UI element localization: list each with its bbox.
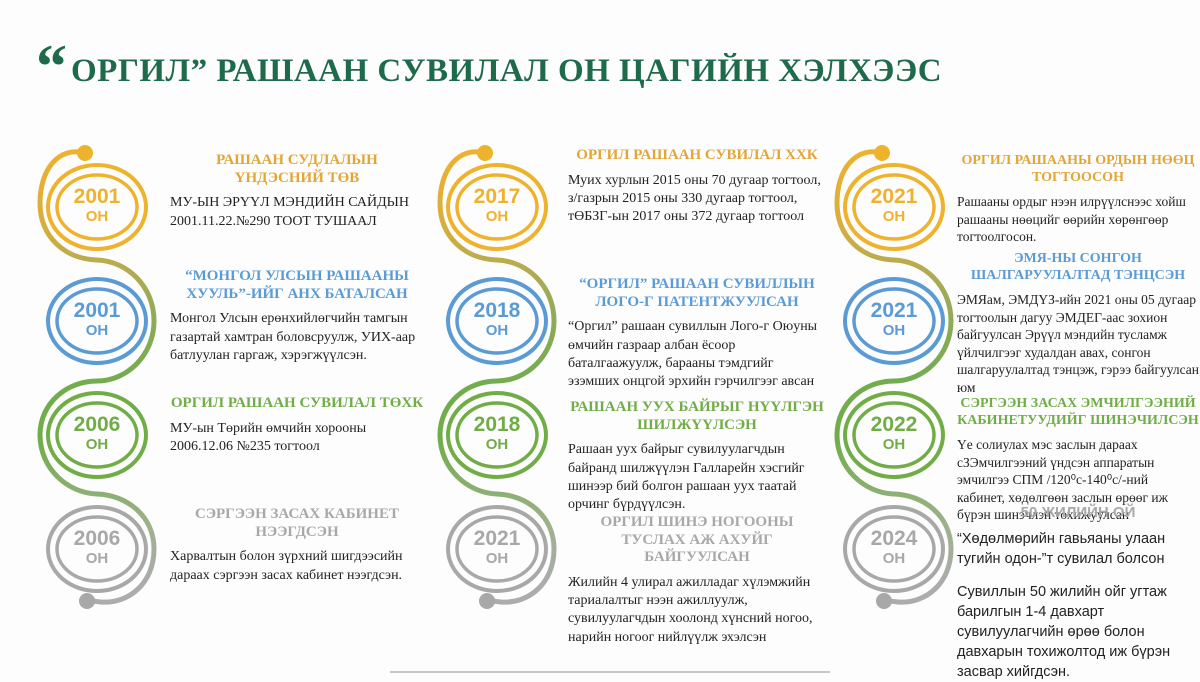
- timeline-entry: СЭРГЭЭН ЗАСАХ КАБИНЕТ НЭЭГДСЭН Харвалтын…: [170, 506, 424, 585]
- timeline-entry: “ОРГИЛ” РАШААН СУВИЛЛЫН ЛОГО-Г ПАТЕНТЖУУ…: [568, 276, 826, 391]
- timeline-entry: ОРГИЛ РАШААНЫ ОРДЫН НӨӨЦ ТОГТООСОН Рашаа…: [957, 153, 1199, 246]
- year-label: 2006 ОН: [73, 527, 121, 568]
- entry-heading: РАШААН УУХ БАЙРЫГ НҮҮЛГЭН ШИЛЖҮҮЛСЭН: [570, 399, 824, 433]
- timeline-node-ring: [455, 515, 539, 583]
- timeline-end-dot: [479, 593, 495, 609]
- timeline-start-dot: [77, 145, 93, 161]
- entry-heading: ОРГИЛ РАШААН СУВИЛАЛ ТӨХК: [170, 395, 424, 411]
- page-title-text: ОРГИЛ” РАШААН СУВИЛАЛ ОН ЦАГИЙН ХЭЛХЭЭС: [71, 53, 943, 89]
- year-label: 2017 ОН: [473, 185, 521, 226]
- timeline-start-dot: [874, 145, 890, 161]
- year-label: 2021 ОН: [473, 527, 521, 568]
- timeline-node-ring: [55, 287, 139, 355]
- year-label: 2021 ОН: [870, 185, 918, 226]
- timeline-node-ring: [455, 173, 539, 241]
- timeline-entry: “МОНГОЛ УЛСЫН РАШААНЫ ХУУЛЬ”-ИЙГ АНХ БАТ…: [170, 268, 424, 365]
- timeline-entry: ОРГИЛ ШИНЭ НОГООНЫ ТУСЛАХ АЖ АХУЙГ БАЙГУ…: [568, 514, 826, 647]
- entry-heading: СЭРГЭЭН ЗАСАХ КАБИНЕТ НЭЭГДСЭН: [195, 506, 399, 540]
- timeline-end-dot: [876, 593, 892, 609]
- entry-body: Харвалтын болон зүрхний шигдээсийн дараа…: [170, 549, 403, 583]
- year-label: 2018 ОН: [473, 413, 521, 454]
- timeline-column-3: [822, 142, 972, 622]
- timeline-node-ring: [46, 505, 148, 593]
- entry-heading: ОРГИЛ РАШААН СУВИЛАЛ ХХК: [576, 147, 818, 163]
- timeline-column-2: [425, 142, 575, 622]
- entry-heading: СЭРГЭЭН ЗАСАХ ЭМЧИЛГЭЭНИЙ КАБИНЕТУУДИЙГ …: [957, 396, 1199, 428]
- entry-heading: ОРГИЛ РАШААНЫ ОРДЫН НӨӨЦ ТОГТООСОН: [961, 153, 1195, 185]
- timeline-column-1: [25, 142, 175, 622]
- timeline-curve: [437, 149, 557, 605]
- entry-heading: “ОРГИЛ” РАШААН СУВИЛЛЫН ЛОГО-Г ПАТЕНТЖУУ…: [579, 276, 815, 310]
- year-label: 2024 ОН: [870, 527, 918, 568]
- page-title: “ ОРГИЛ” РАШААН СУВИЛАЛ ОН ЦАГИЙН ХЭЛХЭЭ…: [36, 33, 943, 101]
- timeline-start-dot: [477, 145, 493, 161]
- entry-body: Үе солиулах мэс заслын дараах сЗЭмчилгээ…: [957, 437, 1168, 523]
- timeline-node-ring: [852, 173, 936, 241]
- timeline-entry: ОРГИЛ РАШААН СУВИЛАЛ ХХК Муих хурлын 201…: [568, 147, 826, 226]
- timeline-entry: СЭРГЭЭН ЗАСАХ ЭМЧИЛГЭЭНИЙ КАБИНЕТУУДИЙГ …: [957, 396, 1199, 524]
- timeline-node-ring: [455, 401, 539, 469]
- timeline-node-ring: [46, 391, 148, 479]
- entry-body: “Оргил” рашаан сувиллын Лого-г Оюуны өмч…: [568, 319, 818, 389]
- timeline-curve: [37, 149, 157, 605]
- timeline-node-ring: [446, 277, 548, 365]
- timeline-entry: РАШААН УУХ БАЙРЫГ НҮҮЛГЭН ШИЛЖҮҮЛСЭН Раш…: [568, 399, 826, 514]
- timeline-curve: [834, 149, 954, 605]
- entry-heading: ОРГИЛ ШИНЭ НОГООНЫ ТУСЛАХ АЖ АХУЙГ БАЙГУ…: [600, 514, 794, 566]
- entry-heading: ЭМЯ-НЫ СОНГОН ШАЛГАРУУЛАЛТАД ТЭНЦСЭН: [970, 251, 1186, 283]
- year-label: 2018 ОН: [473, 299, 521, 340]
- timeline-node-ring: [46, 277, 148, 365]
- timeline-node-ring: [55, 515, 139, 583]
- timeline-node-ring: [843, 277, 945, 365]
- timeline-node-ring: [852, 401, 936, 469]
- entry-heading: “МОНГОЛ УЛСЫН РАШААНЫ ХУУЛЬ”-ИЙГ АНХ БАТ…: [185, 268, 409, 302]
- timeline-node-ring: [446, 505, 548, 593]
- entry-body-2: Сувиллын 50 жилийн ойг угтаж барилгын 1-…: [957, 583, 1171, 680]
- year-label: 2021 ОН: [870, 299, 918, 340]
- entry-body: МУ-ЫН ЭРҮҮЛ МЭНДИЙН САЙДЫН 2001.11.22.№2…: [170, 195, 409, 229]
- entry-body: Жилийн 4 улирал ажилладаг хүлэмжийн тари…: [568, 575, 813, 645]
- entry-body: Муих хурлын 2015 оны 70 дугаар тогтоол, …: [568, 172, 821, 225]
- decorative-quote: “: [36, 33, 67, 101]
- year-label: 2006 ОН: [73, 413, 121, 454]
- entry-heading: РАШААН СУДЛАЛЫН ҮНДЭСНИЙ ТӨВ: [216, 152, 378, 186]
- entry-body: “Хөдөлмөрийн гавьяаны улаан тугийн одон-…: [957, 530, 1166, 567]
- year-label: 2001 ОН: [73, 299, 121, 340]
- entry-body: Рашааны ордыг нээн илрүүлснээс хойш раша…: [957, 194, 1186, 245]
- timeline-node-ring: [446, 391, 548, 479]
- entry-heading: 50 ЖИЛИЙН ОЙ: [1020, 504, 1136, 521]
- year-label: 2022 ОН: [870, 413, 918, 454]
- timeline-node-ring: [446, 163, 548, 251]
- timeline-node-ring: [852, 515, 936, 583]
- timeline-node-ring: [455, 287, 539, 355]
- timeline-node-ring: [843, 505, 945, 593]
- timeline-entry: ОРГИЛ РАШААН СУВИЛАЛ ТӨХК МУ-ын Төрийн ө…: [170, 395, 424, 456]
- timeline-node-ring: [843, 163, 945, 251]
- timeline-node-ring: [852, 287, 936, 355]
- entry-body: ЭМЯам, ЭМДҮЗ-ийн 2021 оны 05 дугаар тогт…: [957, 292, 1200, 395]
- entry-body: Рашаан уух байрыг сувилуулагчдын байранд…: [568, 442, 805, 512]
- timeline-entry: 50 ЖИЛИЙН ОЙ “Хөдөлмөрийн гавьяаны улаан…: [957, 504, 1199, 682]
- timeline-node-ring: [843, 391, 945, 479]
- entry-body: Монгол Улсын ерөнхийлөгчийн тамгын газар…: [170, 311, 416, 363]
- year-label: 2001 ОН: [73, 185, 121, 226]
- entry-body: МУ-ын Төрийн өмчийн хорооны 2006.12.06 №…: [170, 420, 367, 454]
- timeline-node-ring: [55, 173, 139, 241]
- timeline-node-ring: [55, 401, 139, 469]
- timeline-entry: РАШААН СУДЛАЛЫН ҮНДЭСНИЙ ТӨВ МУ-ЫН ЭРҮҮЛ…: [170, 152, 424, 231]
- timeline-end-dot: [79, 593, 95, 609]
- timeline-node-ring: [46, 163, 148, 251]
- bottom-divider: [390, 671, 830, 673]
- timeline-entry: ЭМЯ-НЫ СОНГОН ШАЛГАРУУЛАЛТАД ТЭНЦСЭН ЭМЯ…: [957, 251, 1199, 396]
